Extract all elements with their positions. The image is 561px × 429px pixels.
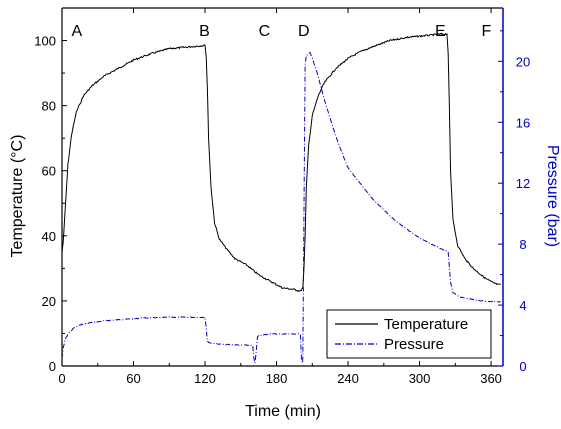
y-right-tick-label: 20: [516, 54, 530, 69]
series-layer: [61, 32, 501, 365]
x-tick-label: 240: [337, 371, 359, 386]
x-tick-label: 180: [266, 371, 288, 386]
x-tick-label: 120: [194, 371, 216, 386]
y-left-tick-label: 40: [42, 229, 56, 244]
y-right-tick-label: 16: [516, 115, 530, 130]
y-left-tick-label: 100: [34, 34, 56, 49]
y-right-tick-label: 12: [516, 176, 530, 191]
y-right-tick-label: 4: [519, 298, 526, 313]
legend-label-temperature: Temperature: [384, 316, 468, 333]
x-tick-label: 360: [480, 371, 502, 386]
legend: Temperature Pressure: [326, 309, 492, 359]
y-right-tick-label: 0: [519, 359, 526, 374]
phase-label-b: B: [199, 23, 210, 40]
tick-layer: 0 60 120 180 240 300 360 0 20 40 60 80 100 0 4 8 12 16 20: [34, 7, 530, 386]
series-line-pressure: [61, 51, 501, 365]
phase-label-d: D: [298, 23, 310, 40]
legend-label-pressure: Pressure: [384, 336, 444, 353]
y-right-tick-label: 8: [519, 237, 526, 252]
y-left-axis-title: Temperature (°C): [9, 135, 26, 258]
series-line-temperature: [61, 32, 501, 292]
phase-label-a: A: [72, 23, 83, 40]
phase-label-f: F: [482, 23, 492, 40]
y-left-tick-label: 80: [42, 99, 56, 114]
y-right-axis-title: Pressure (bar): [544, 145, 561, 247]
plot-frame: [61, 7, 504, 367]
x-axis-title: Time (min): [245, 403, 321, 420]
x-tick-label: 60: [126, 371, 140, 386]
y-left-tick-label: 60: [42, 164, 56, 179]
phase-label-c: C: [259, 23, 271, 40]
phase-label-layer: A B C D E F: [72, 23, 492, 40]
y-left-tick-label: 20: [42, 294, 56, 309]
legend-box: [326, 309, 492, 359]
x-tick-label: 300: [409, 371, 431, 386]
y-left-tick-label: 0: [49, 359, 56, 374]
x-tick-label: 0: [58, 371, 65, 386]
phase-label-e: E: [435, 23, 446, 40]
